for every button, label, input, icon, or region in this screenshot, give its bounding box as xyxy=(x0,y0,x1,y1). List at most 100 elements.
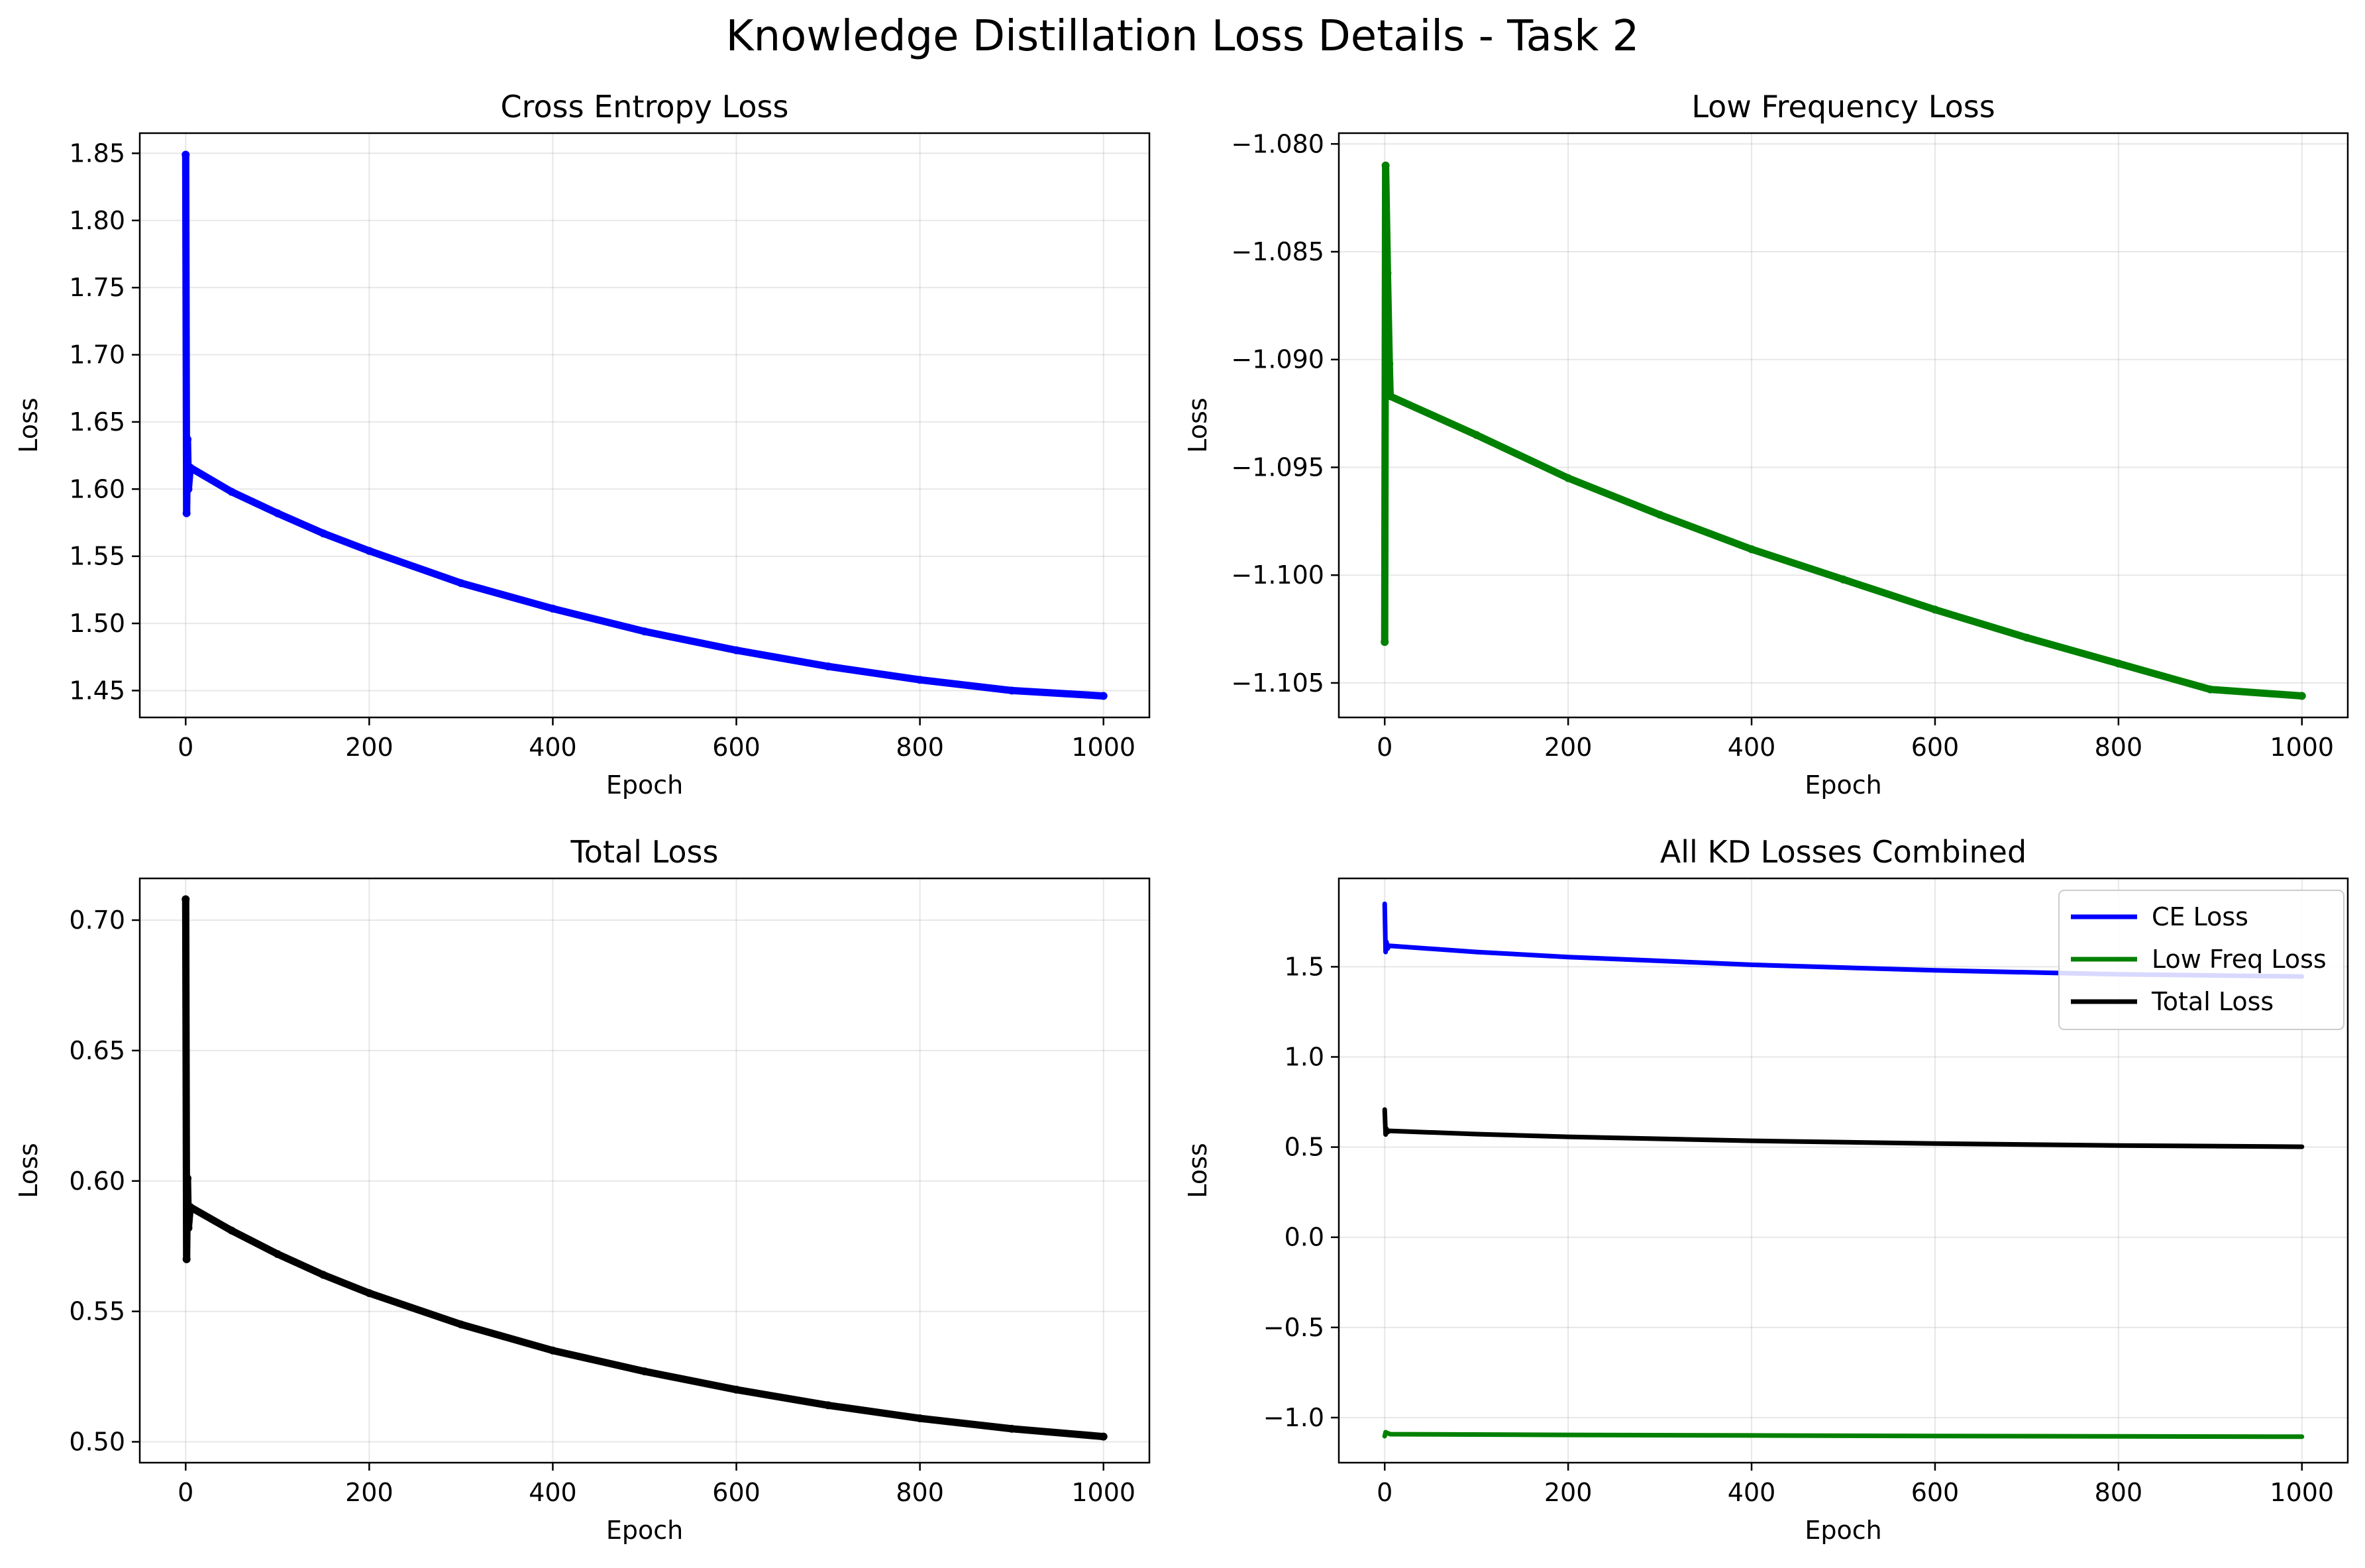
series-line-2 xyxy=(1382,1107,2305,1149)
data-point xyxy=(365,1289,374,1298)
data-point xyxy=(1008,1424,1016,1433)
legend-label: Low Freq Loss xyxy=(2152,945,2327,974)
y-tick-label: −1.090 xyxy=(1231,345,1324,374)
series-line-1 xyxy=(1382,1430,2305,1439)
legend-box xyxy=(2058,890,2344,1030)
data-point xyxy=(824,1401,833,1410)
y-tick-label: −1.095 xyxy=(1231,452,1324,482)
y-tick-label: 1.0 xyxy=(1285,1043,1324,1072)
legend-label: CE Loss xyxy=(2152,902,2248,931)
y-tick-label: 1.80 xyxy=(69,206,125,235)
x-tick-label: 800 xyxy=(2095,1478,2143,1507)
x-tick-label: 400 xyxy=(1728,733,1776,762)
data-point xyxy=(2206,685,2215,694)
x-tick-label: 800 xyxy=(896,733,944,762)
y-tick-label: 0.70 xyxy=(69,906,125,935)
x-tick-label: 0 xyxy=(1377,1478,1393,1507)
data-point xyxy=(1386,392,1394,401)
data-point xyxy=(182,895,190,904)
plot-area xyxy=(1382,901,2305,1439)
data-point xyxy=(641,627,649,636)
y-tick-label: −1.105 xyxy=(1231,668,1324,698)
x-axis-label: Epoch xyxy=(606,770,683,800)
data-point xyxy=(916,1414,924,1423)
x-axis-label: Epoch xyxy=(1805,770,1881,800)
subplot-title: Total Loss xyxy=(570,834,719,870)
data-point xyxy=(182,150,190,159)
data-point xyxy=(2023,633,2031,642)
series-line-0 xyxy=(182,150,1108,700)
x-tick-label: 200 xyxy=(1544,733,1593,762)
y-tick-label: −1.100 xyxy=(1231,560,1324,590)
x-axis-label: Epoch xyxy=(1805,1516,1881,1545)
y-tick-label: −1.0 xyxy=(1263,1403,1324,1432)
data-point xyxy=(182,1255,191,1263)
y-tick-label: 1.60 xyxy=(69,474,125,503)
y-tick-label: 1.45 xyxy=(69,676,125,705)
y-tick-label: 1.55 xyxy=(69,542,125,571)
y-tick-label: −0.5 xyxy=(1263,1313,1324,1342)
plot-area xyxy=(1381,161,2306,700)
y-tick-label: 0.60 xyxy=(69,1167,125,1196)
data-point xyxy=(916,676,924,684)
series-line-0 xyxy=(182,896,1108,1441)
data-point xyxy=(824,662,833,670)
y-tick-label: 1.75 xyxy=(69,273,125,302)
data-point xyxy=(1383,269,1392,278)
data-point xyxy=(273,509,282,517)
data-point xyxy=(549,604,557,613)
subplot-all-kd-losses-combined: 0 200 400 600 800 1000 −1.0 −0.5 0.0 0.5 1.0 1.5 All… xyxy=(1183,834,2349,1545)
data-point xyxy=(184,435,192,444)
x-tick-label: 600 xyxy=(712,1478,761,1507)
data-point xyxy=(2114,659,2123,668)
x-tick-label: 0 xyxy=(178,733,193,762)
data-point xyxy=(319,1271,328,1279)
axes-frame xyxy=(138,877,1151,1464)
y-axis-label: Loss xyxy=(1183,397,1212,452)
data-point xyxy=(1099,692,1108,700)
data-point xyxy=(732,1385,741,1394)
y-tick-label: 0.50 xyxy=(69,1428,125,1457)
subplot-title: Low Frequency Loss xyxy=(1691,89,1995,125)
y-tick-label: 0.65 xyxy=(69,1036,125,1065)
y-tick-label: 1.85 xyxy=(69,138,125,168)
data-point xyxy=(365,547,374,555)
y-tick-label: 1.5 xyxy=(1285,952,1324,981)
data-point xyxy=(1930,605,1939,614)
x-tick-label: 1000 xyxy=(2270,733,2334,762)
y-tick-label: 1.50 xyxy=(69,609,125,638)
data-point xyxy=(456,579,465,588)
y-tick-label: 0.5 xyxy=(1285,1133,1324,1162)
legend-label: Total Loss xyxy=(2151,987,2274,1016)
plot-area xyxy=(182,150,1108,700)
series-line-0 xyxy=(1382,901,2305,979)
x-axis-label: Epoch xyxy=(606,1516,683,1545)
plot-area xyxy=(182,895,1108,1441)
x-tick-label: 600 xyxy=(1911,733,1960,762)
x-tick-label: 400 xyxy=(1728,1478,1776,1507)
data-point xyxy=(1656,511,1664,519)
y-tick-label: −1.080 xyxy=(1231,129,1324,158)
x-tick-label: 600 xyxy=(712,733,761,762)
x-tick-label: 400 xyxy=(529,1478,577,1507)
y-tick-label: 1.65 xyxy=(69,407,125,437)
x-tick-label: 0 xyxy=(178,1478,193,1507)
x-tick-label: 600 xyxy=(1911,1478,1960,1507)
data-point xyxy=(227,1226,236,1235)
data-point xyxy=(1748,545,1756,554)
y-tick-label: 0.0 xyxy=(1285,1223,1324,1252)
x-tick-label: 800 xyxy=(2095,733,2143,762)
x-tick-label: 1000 xyxy=(1071,1478,1135,1507)
y-axis-label: Loss xyxy=(1183,1143,1212,1198)
data-point xyxy=(1385,360,1394,368)
data-point xyxy=(1381,161,1390,170)
data-point xyxy=(1381,638,1389,647)
data-point xyxy=(184,1224,193,1232)
series-line-0 xyxy=(1381,162,2306,700)
x-tick-label: 1000 xyxy=(1071,733,1135,762)
x-tick-label: 200 xyxy=(345,1478,394,1507)
data-point xyxy=(273,1250,282,1258)
x-tick-label: 800 xyxy=(896,1478,944,1507)
x-tick-label: 1000 xyxy=(2270,1478,2334,1507)
